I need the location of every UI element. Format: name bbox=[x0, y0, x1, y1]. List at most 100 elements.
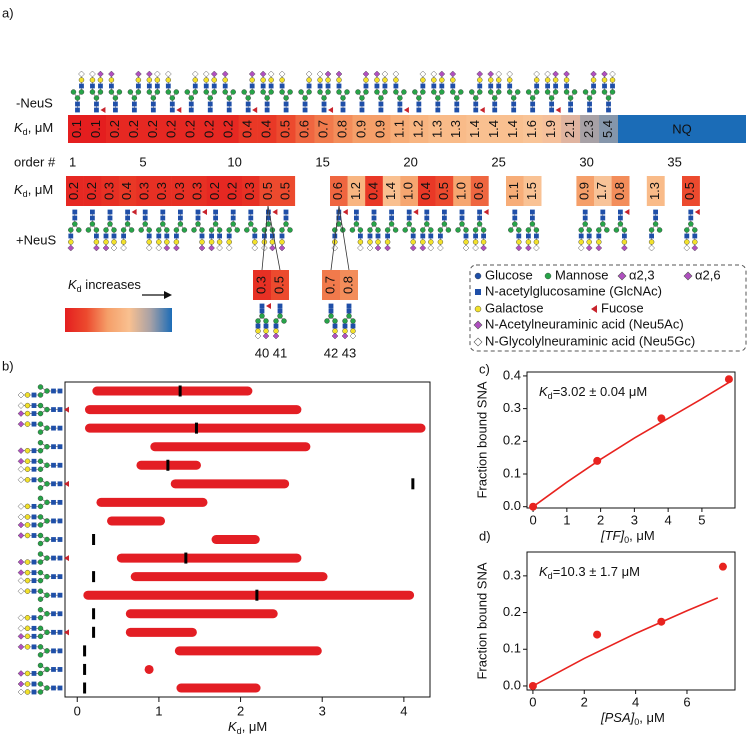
glycan-square bbox=[31, 644, 37, 650]
cell-label: 0.3 bbox=[172, 182, 187, 200]
x-tick-label: 0 bbox=[529, 512, 536, 527]
glycan-circle bbox=[416, 95, 422, 101]
glycan-circle bbox=[192, 89, 198, 95]
glycan-square bbox=[653, 209, 658, 215]
x-axis-label-tail: , μM bbox=[629, 528, 655, 543]
glycan-circle bbox=[24, 625, 31, 632]
glycan-icon bbox=[384, 209, 399, 252]
glycan-diamond bbox=[17, 632, 25, 640]
glycan-square bbox=[31, 633, 37, 639]
glycan-circle bbox=[382, 77, 388, 83]
colorbar-label-sub: d bbox=[77, 284, 82, 294]
marker bbox=[92, 608, 96, 620]
glycan-circle bbox=[244, 227, 250, 233]
glycan-square bbox=[512, 209, 518, 215]
glycan-circle bbox=[459, 221, 465, 227]
cell-label: 1.9 bbox=[543, 120, 558, 138]
glycan-circle bbox=[268, 89, 274, 95]
glycan-diamond bbox=[17, 688, 25, 696]
glycan-circle bbox=[437, 239, 444, 245]
glycan-square bbox=[266, 209, 271, 215]
glycan-circle bbox=[108, 77, 115, 83]
legend-symbol bbox=[473, 337, 483, 347]
glycan-square bbox=[98, 83, 103, 89]
glycan-square bbox=[336, 215, 342, 221]
marker bbox=[83, 663, 87, 675]
glycan-circle bbox=[44, 629, 50, 636]
glycan-square bbox=[692, 233, 698, 239]
y-tick-label: 0.1 bbox=[503, 465, 521, 480]
cell-label: 0.5 bbox=[278, 120, 293, 138]
data-point bbox=[657, 617, 666, 626]
glycan-square bbox=[131, 107, 137, 113]
glycan-icon bbox=[17, 439, 63, 455]
legend-box bbox=[469, 264, 747, 352]
glycan-circle bbox=[488, 89, 494, 95]
glycan-square bbox=[68, 233, 74, 239]
value-axis-label-sub: d bbox=[23, 127, 28, 137]
heat-cell bbox=[347, 176, 366, 206]
glycan-circle bbox=[325, 89, 331, 95]
glycan-diamond bbox=[278, 70, 286, 78]
glycan-square bbox=[283, 101, 289, 107]
glycan-square bbox=[266, 215, 271, 221]
glycan-square bbox=[31, 625, 37, 631]
glycan-circle bbox=[37, 551, 44, 557]
glycan-circle bbox=[222, 77, 228, 83]
glycan-square bbox=[496, 83, 502, 89]
heat-cell bbox=[189, 176, 208, 206]
glycan-diamond bbox=[110, 244, 118, 252]
glycan-square bbox=[72, 209, 78, 215]
colorbar bbox=[65, 308, 172, 332]
glycan-circle bbox=[529, 221, 536, 227]
glycan-square bbox=[188, 107, 194, 113]
glycan-square bbox=[146, 233, 152, 239]
fit-curve bbox=[532, 597, 719, 687]
glycan-circle bbox=[692, 239, 698, 245]
glycan-diamond bbox=[419, 70, 427, 78]
arrow-head bbox=[164, 291, 172, 299]
heat-cell bbox=[105, 115, 126, 143]
glycan-square bbox=[283, 107, 289, 113]
glycan-circle bbox=[37, 495, 44, 502]
glycan-diamond bbox=[17, 521, 25, 529]
glycan-diamond bbox=[78, 70, 85, 78]
glycan-circle bbox=[138, 227, 144, 233]
glycan-square bbox=[31, 403, 37, 408]
glycan-fucose bbox=[176, 107, 182, 113]
glycan-fucose bbox=[202, 209, 207, 215]
cell-label: 0.2 bbox=[84, 182, 99, 200]
glycan-icon bbox=[17, 513, 63, 529]
colorbar-label: Kd increases bbox=[68, 277, 141, 294]
glycan-circle bbox=[127, 89, 134, 95]
glycan-icon bbox=[366, 209, 382, 252]
glycan-diamond bbox=[17, 391, 25, 399]
glycan-circle bbox=[283, 95, 289, 101]
glycan-square bbox=[385, 233, 390, 239]
glycan-square bbox=[346, 303, 352, 309]
glycan-circle bbox=[525, 239, 532, 245]
glycan-circle bbox=[89, 89, 96, 95]
cell-label: 1.4 bbox=[505, 120, 520, 138]
glycan-icon bbox=[525, 70, 541, 113]
glycan-circle bbox=[514, 89, 521, 95]
glycan-circle bbox=[245, 95, 251, 101]
row-label: +NeuS bbox=[16, 232, 56, 247]
glycan-diamond bbox=[93, 244, 100, 252]
heat-cell bbox=[143, 115, 164, 143]
annotation: Kd=10.3 ± 1.7 μM bbox=[539, 564, 640, 581]
glycan-circle bbox=[37, 662, 44, 669]
glycan-diamond bbox=[17, 670, 25, 677]
glycan-square bbox=[530, 215, 535, 221]
glycan-circle bbox=[357, 227, 364, 233]
heat-cell bbox=[118, 176, 137, 206]
cell-label: 1.0 bbox=[401, 182, 416, 200]
glycan-icon bbox=[349, 209, 364, 252]
glycan-circle bbox=[652, 221, 659, 227]
glycan-circle bbox=[37, 429, 44, 435]
glycan-diamond bbox=[17, 420, 25, 428]
glycan-circle bbox=[160, 221, 166, 227]
glycan-square bbox=[57, 481, 63, 487]
glycan-square bbox=[596, 233, 602, 239]
glycan-circle bbox=[103, 239, 109, 245]
